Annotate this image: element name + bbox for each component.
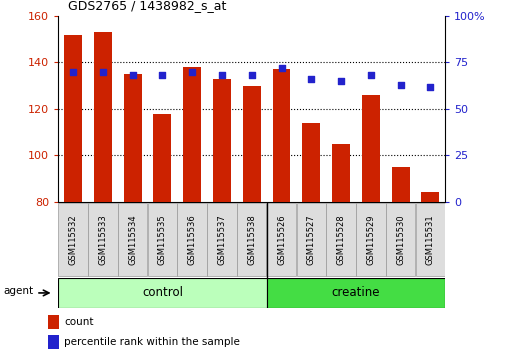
Bar (207, 203, 236, 276)
Text: creatine: creatine (331, 286, 379, 299)
Text: GSM115531: GSM115531 (425, 215, 434, 265)
Text: GSM115535: GSM115535 (158, 215, 167, 265)
Text: GSM115530: GSM115530 (395, 215, 405, 265)
Text: count: count (64, 318, 93, 327)
Bar (356, 203, 385, 276)
Text: GDS2765 / 1438982_s_at: GDS2765 / 1438982_s_at (68, 0, 226, 12)
Bar (266, 203, 295, 276)
Text: GSM115533: GSM115533 (98, 215, 107, 265)
Bar (48, 315, 59, 329)
Bar (266, 278, 444, 308)
Point (277, 65, 285, 71)
Point (128, 73, 136, 78)
Text: GSM115534: GSM115534 (128, 215, 137, 265)
Bar (153, 114, 171, 202)
Bar (242, 86, 260, 202)
Point (247, 73, 256, 78)
Text: GSM115538: GSM115538 (247, 215, 256, 265)
Text: GSM115526: GSM115526 (276, 215, 285, 265)
Bar (331, 144, 349, 202)
Text: control: control (141, 286, 182, 299)
Text: GSM115528: GSM115528 (336, 215, 345, 265)
Bar (177, 203, 207, 276)
Text: GSM115537: GSM115537 (217, 215, 226, 265)
Bar (147, 203, 177, 276)
Point (158, 73, 166, 78)
Point (366, 73, 374, 78)
Bar (385, 203, 415, 276)
Bar (48, 335, 59, 348)
Bar (58, 278, 266, 308)
Bar (391, 167, 409, 202)
Bar (118, 203, 147, 276)
Bar (302, 123, 320, 202)
Point (188, 69, 196, 75)
Point (98, 69, 107, 75)
Point (218, 73, 226, 78)
Point (307, 76, 315, 82)
Bar (296, 203, 325, 276)
Bar (361, 95, 379, 202)
Bar (415, 203, 444, 276)
Bar (326, 203, 355, 276)
Bar (272, 69, 290, 202)
Point (426, 84, 434, 90)
Text: GSM115527: GSM115527 (306, 215, 315, 265)
Bar (236, 203, 266, 276)
Bar (183, 67, 200, 202)
Bar (58, 203, 88, 276)
Bar (94, 32, 112, 202)
Point (336, 78, 344, 84)
Point (396, 82, 404, 87)
Text: GSM115536: GSM115536 (187, 215, 196, 265)
Bar (421, 193, 438, 202)
Text: agent: agent (3, 286, 33, 296)
Point (69, 69, 77, 75)
Bar (123, 74, 141, 202)
Bar (213, 79, 230, 202)
Text: percentile rank within the sample: percentile rank within the sample (64, 337, 239, 347)
Text: GSM115529: GSM115529 (366, 215, 375, 265)
Bar (64, 35, 82, 202)
Bar (88, 203, 117, 276)
Text: GSM115532: GSM115532 (69, 215, 77, 265)
